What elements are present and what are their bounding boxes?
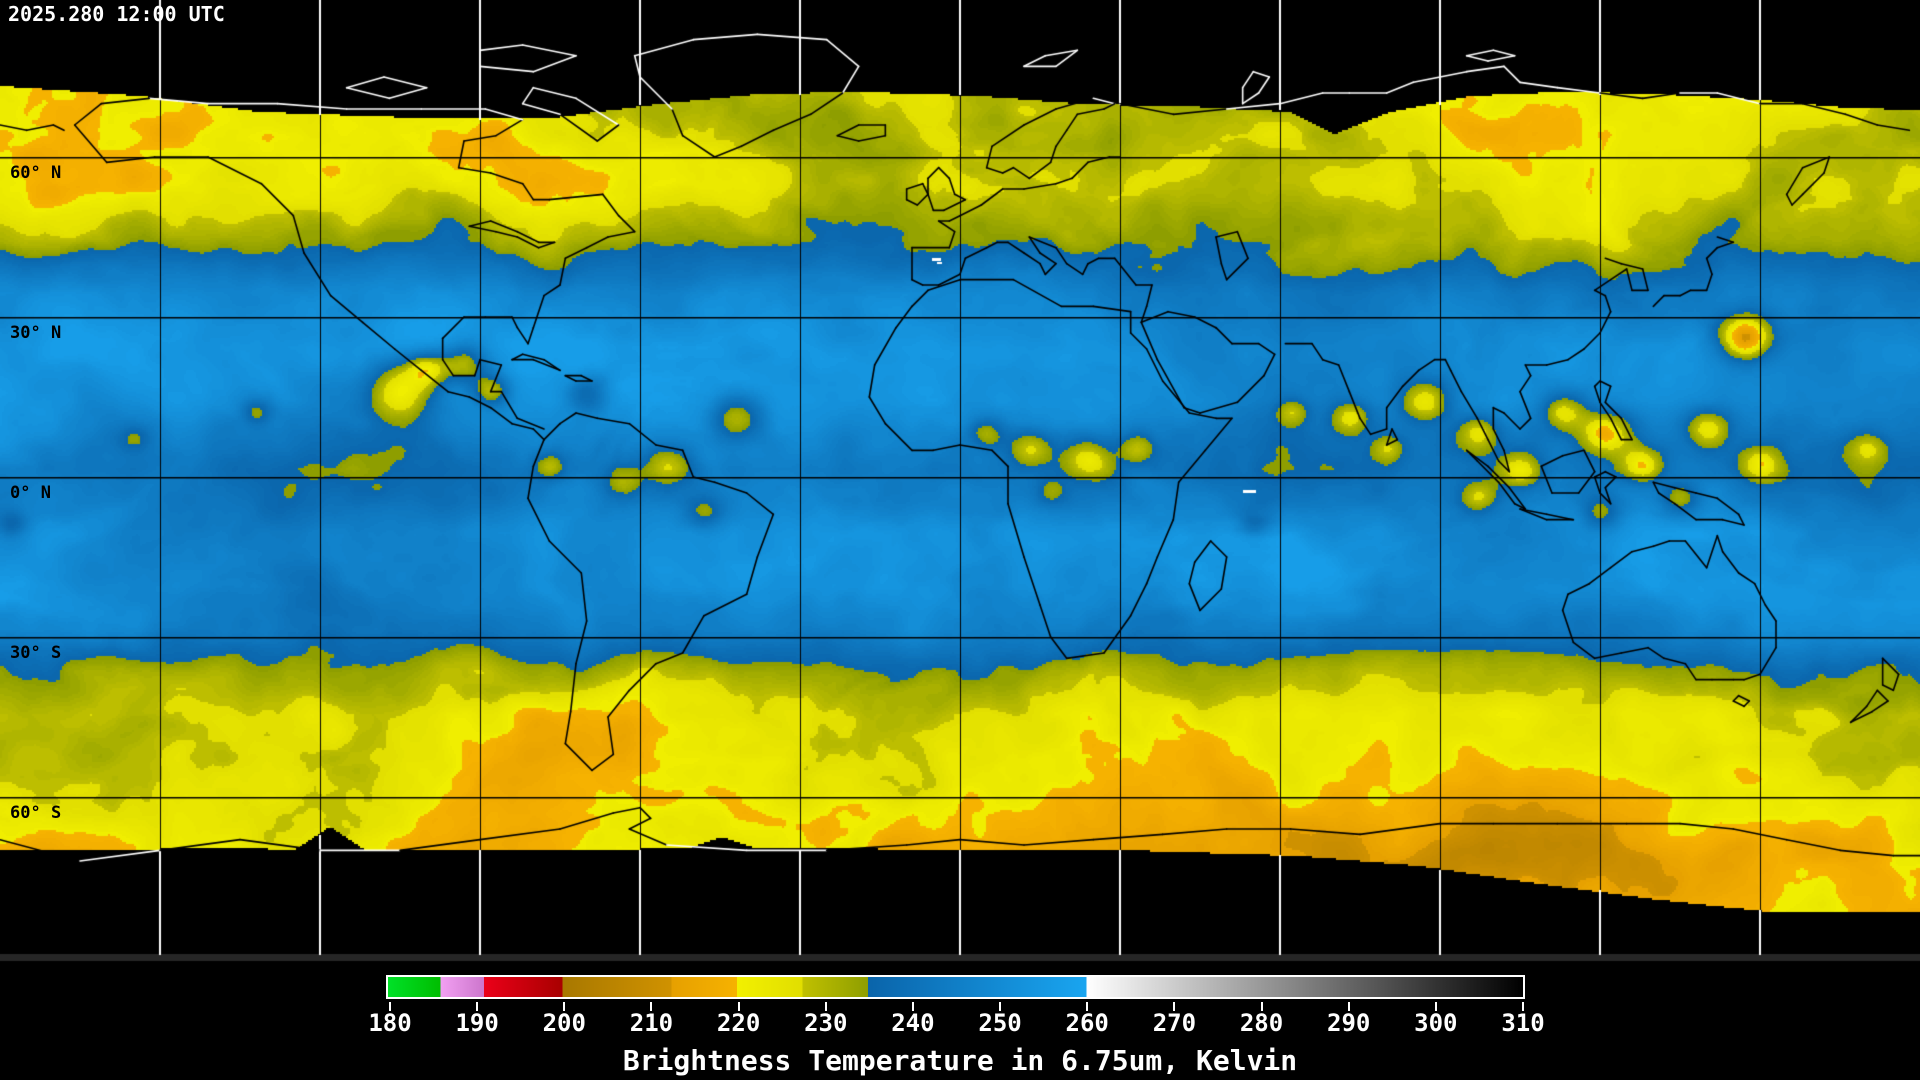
colorbar-tick-label: 310 [1501,1009,1545,1037]
colorbar-tick-label: 280 [1239,1009,1284,1037]
latitude-label: 30° S [10,643,62,663]
latitude-label: 60° N [10,163,62,183]
colorbar-tick-label: 210 [629,1009,674,1037]
colorbar-tick [1086,1002,1089,1011]
colorbar-tick-label: 200 [542,1009,586,1037]
colorbar-tick-label: 180 [368,1009,412,1037]
colorbar-tick [476,1002,479,1011]
colorbar-tick [1347,1002,1350,1011]
colorbar-tick [1173,1002,1176,1011]
colorbar-tick-label: 260 [1065,1009,1109,1037]
colorbar-tick [1260,1002,1263,1011]
colorbar-tick [563,1002,566,1011]
colorbar-gradient [386,975,1525,999]
colorbar-tick [824,1002,827,1011]
colorbar-tick-label: 240 [891,1009,935,1037]
colorbar-tick [1434,1002,1437,1011]
colorbar-tick-label: 290 [1327,1009,1371,1037]
colorbar-tick [999,1002,1002,1011]
colorbar-tick [389,1002,391,1011]
colorbar-tick-label: 270 [1152,1009,1197,1037]
colorbar-tick [650,1002,653,1011]
colorbar-tick [737,1002,740,1011]
colorbar-tick [911,1002,914,1011]
latitude-label: 30° N [10,323,62,343]
colorbar-tick-label: 220 [716,1009,761,1037]
latitude-label: 0° N [10,483,51,503]
timestamp-label: 2025.280 12:00 UTC [8,2,225,26]
latitude-label: 60° S [10,803,62,823]
colorbar-tick [1522,1002,1524,1011]
colorbar-caption: Brightness Temperature in 6.75um, Kelvin [622,1044,1298,1077]
colorbar-tick-label: 250 [978,1009,1022,1037]
colorbar-tick-label: 300 [1414,1009,1458,1037]
colorbar-tick-label: 190 [455,1009,499,1037]
colorbar-tick-label: 230 [804,1009,848,1037]
